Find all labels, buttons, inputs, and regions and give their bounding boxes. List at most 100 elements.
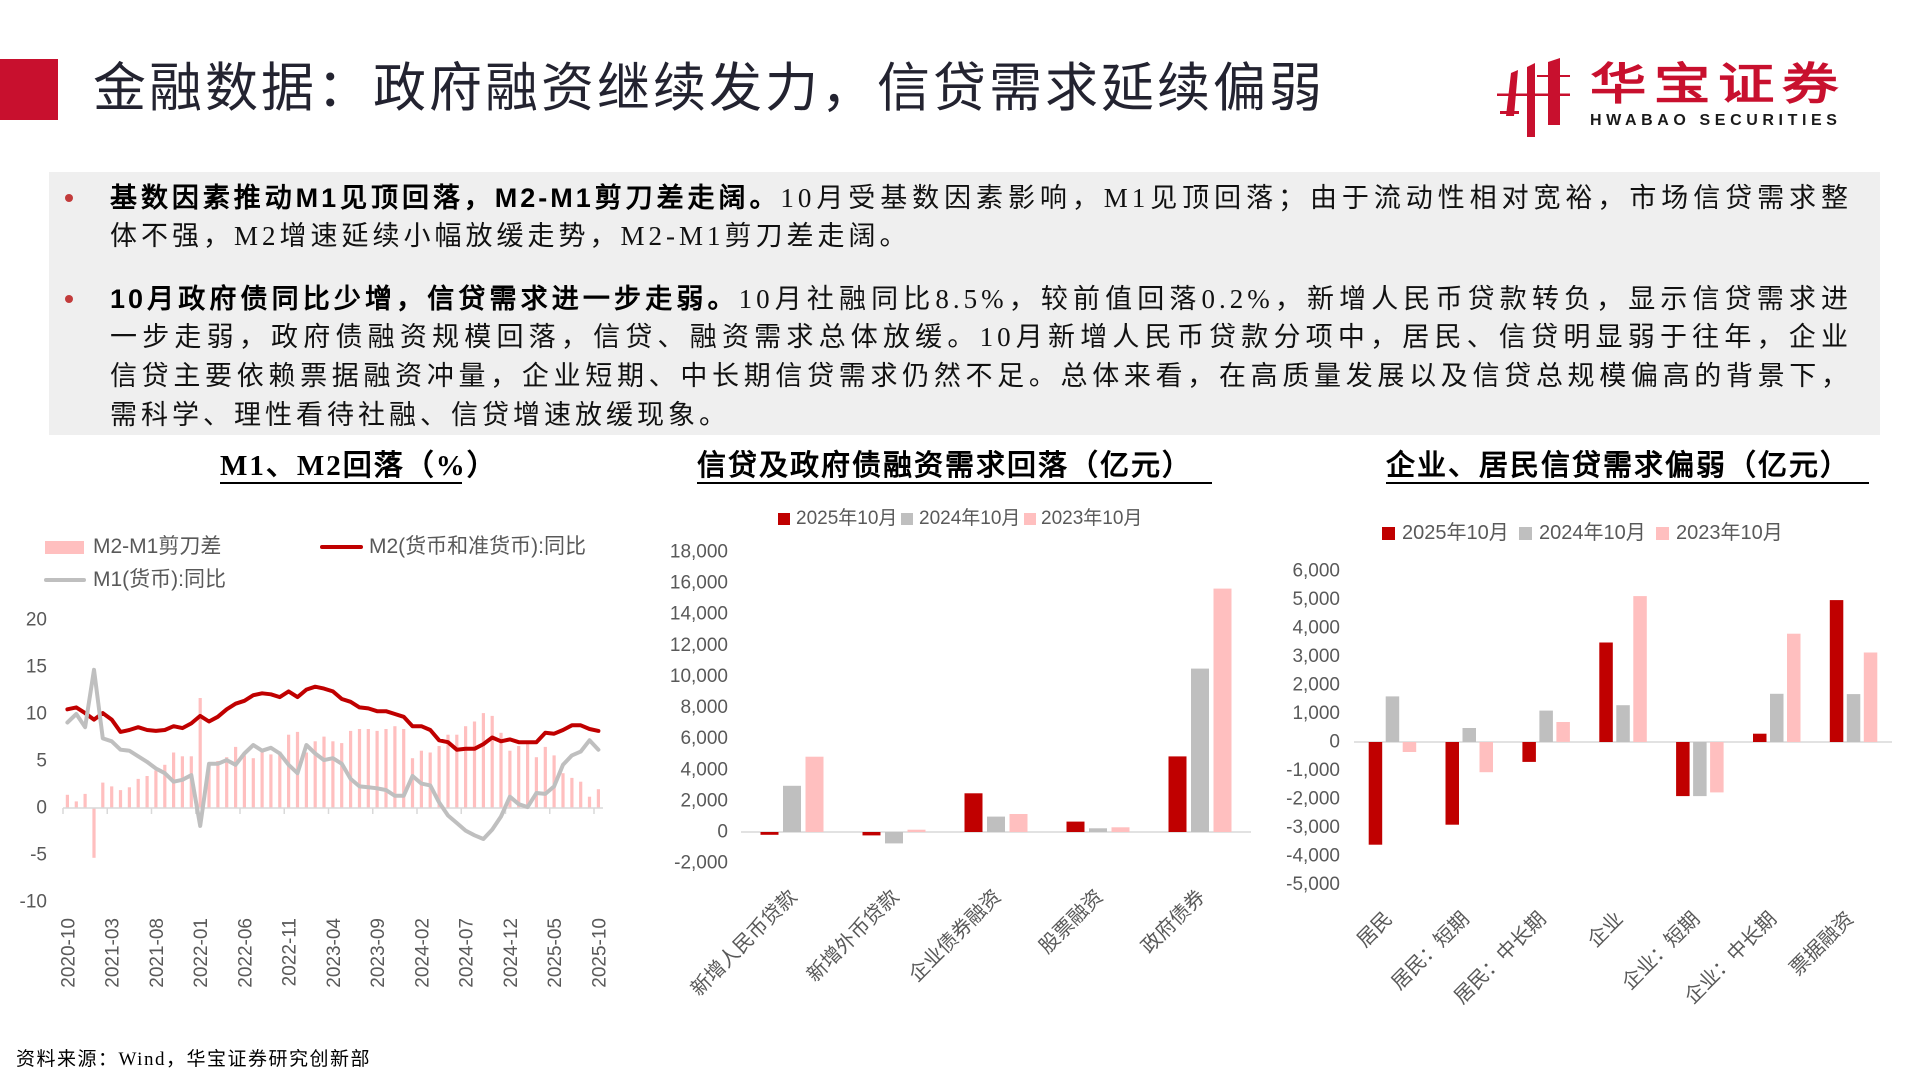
- spread-bar: [534, 757, 538, 808]
- bar-group: [1676, 742, 1724, 797]
- spread-bar: [437, 746, 441, 808]
- spread-bars: [65, 698, 600, 858]
- y-tick-label: -1,000: [1286, 760, 1340, 781]
- y-tick-label: 15: [26, 657, 47, 678]
- legend-label: 2023年10月: [1041, 508, 1143, 529]
- bar: [1770, 693, 1784, 742]
- legend-swatch-2024: [1519, 527, 1532, 540]
- spread-bar: [393, 726, 397, 808]
- x-tick-label: 2021-08: [147, 918, 168, 988]
- x-tick-label: 2021-03: [103, 918, 124, 988]
- spread-bar: [136, 778, 140, 808]
- spread-bar: [216, 761, 220, 808]
- spread-bar: [428, 752, 432, 808]
- spread-bar: [340, 743, 344, 808]
- spread-bar: [225, 757, 229, 808]
- y-tick-label: 12,000: [670, 635, 728, 656]
- x-tick-label: 2023-04: [324, 918, 345, 988]
- m1-m2-chart: 20 15 10 5 0 -5 -10 2020-10 2021-03 2021-08 2022-0…: [20, 610, 611, 988]
- bar: [1462, 728, 1476, 742]
- y-tick-label: 6,000: [680, 728, 728, 749]
- bullet-line: 一步走弱，政府债融资规模回落，信贷、融资需求总体放缓。10月新增人民币贷款分项中…: [110, 322, 1852, 352]
- category-label: 企业: [1583, 907, 1628, 952]
- spread-bar: [260, 750, 264, 808]
- spread-bar: [526, 743, 530, 808]
- bar-group: [1368, 696, 1417, 845]
- spread-bar: [446, 734, 450, 808]
- bar: [1522, 742, 1536, 762]
- spread-bar: [189, 756, 193, 808]
- bar: [1089, 828, 1107, 832]
- spread-bar: [464, 726, 468, 808]
- m2-line: [65, 684, 601, 752]
- chart-title-credit: 企业、居民信贷需求偏弱（亿元）: [1386, 451, 1869, 484]
- category-label: 居民：中长期: [1450, 907, 1551, 1008]
- chart-title-financing: 信贷及政府债融资需求回落（亿元）: [697, 451, 1212, 484]
- legend-label: 2024年10月: [919, 508, 1021, 529]
- y-tick-label: 5: [36, 751, 47, 772]
- spread-bar: [587, 796, 592, 808]
- spread-bar: [110, 786, 114, 808]
- bullet-line: 10月政府债同比少增，信贷需求进一步走弱。10月社融同比8.5%，较前值回落0.…: [110, 280, 1852, 318]
- legend-swatch-2023: [1656, 527, 1669, 540]
- bar: [1753, 733, 1767, 742]
- spread-bar: [234, 746, 238, 808]
- x-tick-label: 2022-01: [191, 918, 212, 988]
- y-tick-label: 2,000: [1292, 675, 1340, 696]
- x-tick-label: 2022-06: [235, 918, 256, 988]
- bar: [907, 829, 926, 832]
- spread-bar: [154, 770, 158, 808]
- legend-swatch-m2: [320, 545, 363, 549]
- bar-group: [1753, 633, 1801, 742]
- x-tick-label: 2025-05: [545, 918, 566, 988]
- page-title: 金融数据：政府融资继续发力，信贷需求延续偏弱: [93, 59, 1325, 118]
- bar: [1539, 710, 1553, 742]
- m1-line: [65, 667, 601, 841]
- bar: [1111, 827, 1130, 832]
- x-tick-label: 2024-12: [501, 918, 522, 988]
- y-tick-label: 0: [1329, 732, 1340, 753]
- category-label: 企业债券融资: [904, 885, 1005, 986]
- bar: [1385, 696, 1400, 742]
- spread-bar: [357, 729, 362, 808]
- legend-swatch-m1: [44, 578, 86, 582]
- legend-swatch-2025: [1382, 527, 1395, 540]
- spread-bar: [287, 734, 291, 808]
- y-tick-label: -3,000: [1286, 817, 1340, 838]
- bar: [1676, 742, 1690, 797]
- title-accent-bar: [0, 59, 58, 120]
- legend-label: 2023年10月: [1676, 522, 1783, 544]
- spread-bar: [251, 758, 255, 808]
- category-label: 居民: [1353, 908, 1397, 952]
- logo-english-name: HWABAO SECURITIES: [1590, 112, 1842, 129]
- spread-bar: [269, 754, 273, 808]
- spread-bar: [375, 730, 379, 808]
- category-label: 新增外币贷款: [802, 885, 903, 986]
- spread-bar: [198, 698, 202, 808]
- y-tick-label: 20: [26, 610, 47, 631]
- y-tick-label: 10: [26, 704, 47, 725]
- spread-bar: [331, 741, 335, 808]
- bullet-line: 体不强，M2增速延续小幅放缓走势，M2-M1剪刀差走阔。: [110, 221, 911, 251]
- bar-group: [1066, 821, 1130, 832]
- y-tick-label: -5,000: [1286, 874, 1340, 895]
- bar-group: [1829, 600, 1878, 742]
- bar: [1009, 814, 1028, 832]
- legend-label: 2025年10月: [1402, 522, 1509, 544]
- bar: [1445, 742, 1459, 825]
- bar: [987, 816, 1005, 832]
- spread-bar: [472, 721, 477, 808]
- spread-bar: [65, 794, 69, 808]
- spread-bar: [508, 750, 512, 808]
- y-tick-label: -2,000: [674, 853, 728, 874]
- x-tick-label: 2024-02: [412, 918, 433, 988]
- y-tick-label: 4,000: [1292, 618, 1340, 639]
- category-label: 企业：短期: [1617, 907, 1704, 994]
- legend-swatch-2024: [901, 513, 913, 525]
- spread-bar: [127, 787, 131, 808]
- spread-bar: [366, 729, 370, 808]
- bar-group: [1599, 596, 1647, 742]
- spread-bar: [561, 773, 565, 808]
- bar: [1863, 652, 1878, 742]
- bar: [1479, 742, 1493, 773]
